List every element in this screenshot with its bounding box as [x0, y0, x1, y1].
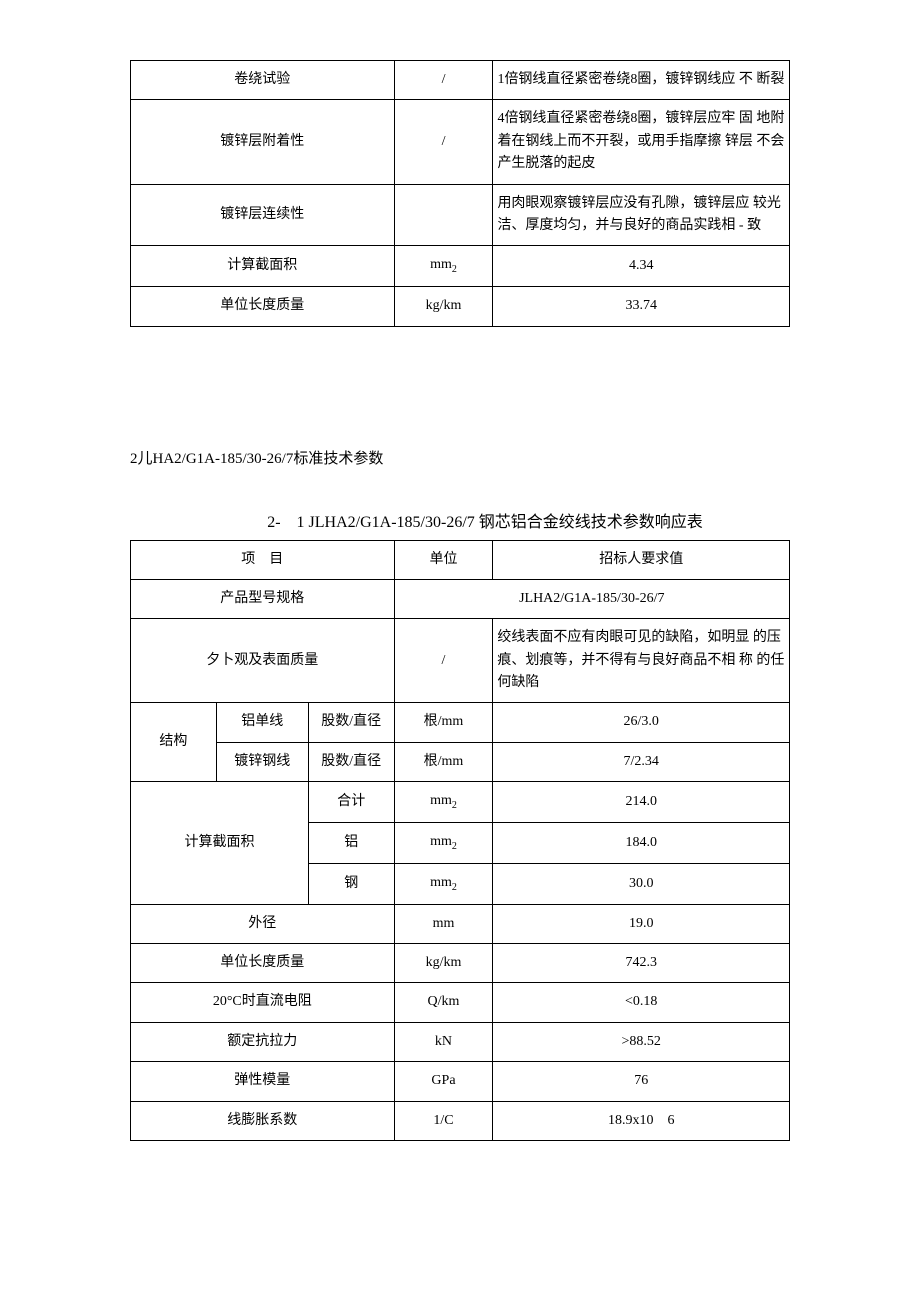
table-row: 结构 铝单线 股数/直径 根/mm 26/3.0 — [131, 703, 790, 742]
cell-unit: 1/C — [394, 1101, 493, 1140]
table-row: 镀锌层连续性 用肉眼观察镀锌层应没有孔隙，镀锌层应 较光洁、厚度均匀，并与良好的… — [131, 184, 790, 246]
cell-value: >88.52 — [493, 1022, 790, 1061]
cell-value: 214.0 — [493, 782, 790, 823]
cell-item: 镀锌层附着性 — [131, 100, 395, 184]
table-row: 卷绕试验 / 1倍钢线直径紧密卷绕8圈，镀锌钢线应 不 断裂 — [131, 61, 790, 100]
cell-structure-label: 结构 — [131, 703, 217, 782]
cell-value: 30.0 — [493, 863, 790, 904]
cell-value: 19.0 — [493, 904, 790, 943]
cell-value: 7/2.34 — [493, 742, 790, 781]
header-item: 项 目 — [131, 540, 395, 579]
cell-area-label: 计算截面积 — [131, 782, 309, 904]
cell-unit: mm2 — [394, 246, 493, 287]
header-unit: 单位 — [394, 540, 493, 579]
cell-param: 股数/直径 — [308, 742, 394, 781]
cell-item: 计算截面积 — [131, 246, 395, 287]
cell-unit: 根/mm — [394, 703, 493, 742]
cell-unit: mm2 — [394, 863, 493, 904]
cell-value: 76 — [493, 1062, 790, 1101]
cell-item: 镀锌层连续性 — [131, 184, 395, 246]
section-heading: 2儿HA2/G1A-185/30-26/7标准技术参数 — [130, 447, 790, 468]
table-row: 额定抗拉力 kN >88.52 — [131, 1022, 790, 1061]
cell-unit: mm2 — [394, 782, 493, 823]
cell-unit: / — [394, 61, 493, 100]
cell-unit: Q/km — [394, 983, 493, 1022]
cell-item: 产品型号规格 — [131, 579, 395, 618]
table-row: 弹性模量 GPa 76 — [131, 1062, 790, 1101]
table-header-row: 项 目 单位 招标人要求值 — [131, 540, 790, 579]
cell-unit: 根/mm — [394, 742, 493, 781]
table-2: 项 目 单位 招标人要求值 产品型号规格 JLHA2/G1A-185/30-26… — [130, 540, 790, 1141]
cell-value: 184.0 — [493, 823, 790, 864]
cell-value: 4.34 — [493, 246, 790, 287]
table-2-title: 2- 1 JLHA2/G1A-185/30-26/7 钢芯铝合金绞线技术参数响应… — [130, 508, 790, 532]
cell-value: 用肉眼观察镀锌层应没有孔隙，镀锌层应 较光洁、厚度均匀，并与良好的商品实践相 -… — [493, 184, 790, 246]
cell-item: 夕卜观及表面质量 — [131, 619, 395, 703]
cell-steel-label: 镀锌钢线 — [216, 742, 308, 781]
table-row: 夕卜观及表面质量 / 绞线表面不应有肉眼可见的缺陷，如明显 的压痕、划痕等，并不… — [131, 619, 790, 703]
table-row: 单位长度质量 kg/km 33.74 — [131, 287, 790, 326]
table-row: 计算截面积 合计 mm2 214.0 — [131, 782, 790, 823]
table-row: 镀锌钢线 股数/直径 根/mm 7/2.34 — [131, 742, 790, 781]
cell-unit: GPa — [394, 1062, 493, 1101]
cell-total-label: 合计 — [308, 782, 394, 823]
cell-steel-label: 钢 — [308, 863, 394, 904]
table-row: 外径 mm 19.0 — [131, 904, 790, 943]
cell-unit: / — [394, 619, 493, 703]
cell-item: 额定抗拉力 — [131, 1022, 395, 1061]
cell-unit: mm — [394, 904, 493, 943]
cell-unit: / — [394, 100, 493, 184]
cell-unit: kg/km — [394, 944, 493, 983]
cell-item: 外径 — [131, 904, 395, 943]
cell-unit: kg/km — [394, 287, 493, 326]
cell-item: 20°C时直流电阻 — [131, 983, 395, 1022]
cell-item: 弹性模量 — [131, 1062, 395, 1101]
cell-value: JLHA2/G1A-185/30-26/7 — [394, 579, 789, 618]
cell-item: 单位长度质量 — [131, 287, 395, 326]
cell-value: 18.9x10 6 — [493, 1101, 790, 1140]
cell-unit — [394, 184, 493, 246]
table-row: 镀锌层附着性 / 4倍钢线直径紧密卷绕8圈，镀锌层应牢 固 地附着在钢线上而不开… — [131, 100, 790, 184]
table-1: 卷绕试验 / 1倍钢线直径紧密卷绕8圈，镀锌钢线应 不 断裂 镀锌层附着性 / … — [130, 60, 790, 327]
cell-value: 742.3 — [493, 944, 790, 983]
cell-value: 绞线表面不应有肉眼可见的缺陷，如明显 的压痕、划痕等，并不得有与良好商品不相 称… — [493, 619, 790, 703]
cell-param: 股数/直径 — [308, 703, 394, 742]
cell-value: 1倍钢线直径紧密卷绕8圈，镀锌钢线应 不 断裂 — [493, 61, 790, 100]
cell-aluminum-label: 铝单线 — [216, 703, 308, 742]
table-row: 20°C时直流电阻 Q/km <0.18 — [131, 983, 790, 1022]
cell-value: 4倍钢线直径紧密卷绕8圈，镀锌层应牢 固 地附着在钢线上而不开裂，或用手指摩擦 … — [493, 100, 790, 184]
cell-item: 卷绕试验 — [131, 61, 395, 100]
cell-unit: kN — [394, 1022, 493, 1061]
table-row: 计算截面积 mm2 4.34 — [131, 246, 790, 287]
table-row: 产品型号规格 JLHA2/G1A-185/30-26/7 — [131, 579, 790, 618]
table-row: 线膨胀系数 1/C 18.9x10 6 — [131, 1101, 790, 1140]
cell-aluminum-label: 铝 — [308, 823, 394, 864]
cell-item: 线膨胀系数 — [131, 1101, 395, 1140]
cell-unit: mm2 — [394, 823, 493, 864]
header-value: 招标人要求值 — [493, 540, 790, 579]
cell-value: 26/3.0 — [493, 703, 790, 742]
cell-value: <0.18 — [493, 983, 790, 1022]
table-row: 单位长度质量 kg/km 742.3 — [131, 944, 790, 983]
cell-item: 单位长度质量 — [131, 944, 395, 983]
cell-value: 33.74 — [493, 287, 790, 326]
